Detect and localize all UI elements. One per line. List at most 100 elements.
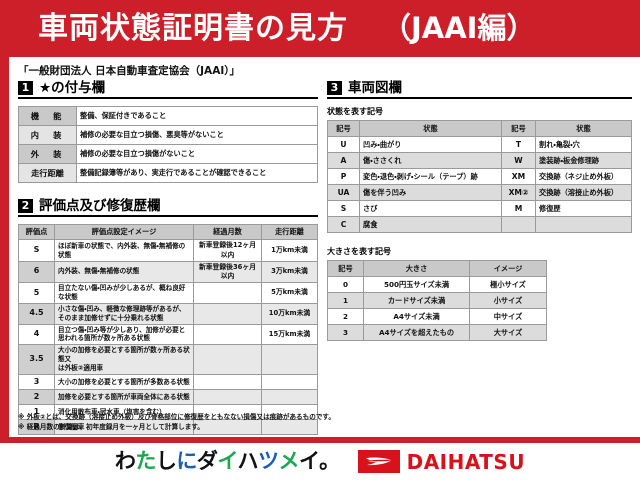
section-2-badge: 2 <box>18 199 33 214</box>
condition-symbols-table: 記号 状態 記号 状態 U 凹み・曲がり T 割れ・亀裂・穴 A 傷・ささくれ <box>327 120 632 234</box>
table-row: S さび M 修復歴 <box>327 200 632 218</box>
col-header-state-left: 状態 <box>359 120 502 138</box>
eval-desc: ほぼ新車の状態で、内外装、無傷・無補修の状態 <box>54 239 194 262</box>
eval-distance: 5万km未満 <box>261 282 318 304</box>
col-header-size: 大きさ <box>363 260 470 278</box>
footer: わたしにダイハツメイ。 DAIHATSU <box>0 443 640 480</box>
eval-desc: 大小の加修を必要とする箇所が数ヶ所ある状態又 は外板②適用車 <box>54 344 194 376</box>
table-row: 4 目立つ傷・凹み等が少しあり、加修が必要と 思われる箇所が数ヶ所ある状態 15… <box>18 323 318 346</box>
eval-point: R <box>18 419 55 436</box>
section-2-title: 評価点及び修復歴欄 <box>39 198 161 215</box>
condition-code-right: XM <box>501 168 536 186</box>
star-row-label: 内 装 <box>18 125 77 146</box>
table-row: 3 A4サイズを超えたもの 大サイズ <box>327 324 547 342</box>
condition-code-right: W <box>501 152 536 170</box>
star-row-label: 走行距離 <box>18 163 77 184</box>
size-image: 極小サイズ <box>469 276 547 294</box>
section-1-heading: 1 ★の付与欄 <box>18 80 318 100</box>
condition-state-left: 傷・ささくれ <box>359 152 502 170</box>
eval-point: 4.5 <box>18 302 55 325</box>
right-column: 3 車両図欄 状態を表す記号 記号 状態 記号 状態 U 凹み・曲がり T <box>327 80 632 342</box>
table-row: 0 500円玉サイズ未満 極小サイズ <box>327 276 547 294</box>
condition-state-left: 傷を伴う凹み <box>359 184 502 202</box>
table-row: 機 能 整備、保証付きであること <box>18 106 318 127</box>
col-header-distance: 走行距離 <box>261 224 318 241</box>
eval-point: 6 <box>18 260 55 284</box>
section-3-heading: 3 車両図欄 <box>327 80 632 100</box>
size-value: カードサイズ未満 <box>363 292 470 310</box>
table-row: 6 内外装、無傷・無補修の状態 新車登録後36ヶ月以内 3万km未満 <box>18 260 318 284</box>
title-banner: 車両状態証明書の見方 （JAAI編） <box>0 0 640 57</box>
table-row: S ほぼ新車の状態で、内外装、無傷・無補修の状態 新車登録後12ヶ月以内 1万k… <box>18 239 318 262</box>
condition-code-right: XM② <box>501 184 536 202</box>
condition-state-right: 交換跡（ネジ止め外板） <box>535 168 632 186</box>
star-row-label: 機 能 <box>18 106 77 127</box>
table-row: 2 A4サイズ未満 中サイズ <box>327 308 547 326</box>
bottom-red-rule <box>0 437 640 443</box>
table-row: A 傷・ささくれ W 塗装跡・板金修理跡 <box>327 152 632 170</box>
col-header-code-left: 記号 <box>327 120 360 138</box>
col-header-desc: 評価点設定イメージ <box>54 224 194 241</box>
condition-code-right <box>501 216 536 234</box>
eval-desc: 大小の加修を必要とする箇所が多数ある状態 <box>54 374 194 391</box>
size-image: 小サイズ <box>469 292 547 310</box>
condition-code-left: C <box>327 216 360 234</box>
left-red-stripe <box>0 57 9 443</box>
eval-months <box>193 389 262 406</box>
tagline-char: 。 <box>319 449 340 473</box>
star-row-text: 整備記録簿等があり、実走行であることが確認できること <box>76 163 318 184</box>
section-3-badge: 3 <box>327 81 342 96</box>
condition-symbols-label: 状態を表す記号 <box>327 107 383 117</box>
condition-state-right: 交換跡（溶接止め外板） <box>535 184 632 202</box>
eval-months <box>193 374 262 391</box>
eval-distance: 15万km未満 <box>261 323 318 346</box>
table-row: 3.5 大小の加修を必要とする箇所が数ヶ所ある状態又 は外板②適用車 <box>18 344 318 376</box>
table-row: 外 装 補修の必要な目立つ損傷がないこと <box>18 144 318 165</box>
eval-distance <box>261 404 318 421</box>
col-header-state-right: 状態 <box>535 120 632 138</box>
section-1-badge: 1 <box>18 81 33 96</box>
eval-months <box>193 282 262 304</box>
condition-state-left: さび <box>359 200 502 218</box>
star-criteria-table: 機 能 整備、保証付きであること 内 装 補修の必要な目立つ損傷、悪臭等がないこ… <box>18 106 318 184</box>
tagline-char: ツ <box>258 449 279 473</box>
page-title-suffix: （JAAI編） <box>382 11 536 45</box>
condition-state-right: 塗装跡・板金修理跡 <box>535 152 632 170</box>
page-title: 車両状態証明書の見方 <box>38 10 348 46</box>
section-1-title: ★の付与欄 <box>39 80 106 96</box>
table-row: 5 目立たない傷・凹みが少しあるが、概ね良好な状態 5万km未満 <box>18 282 318 304</box>
size-code: 3 <box>327 324 364 342</box>
size-value: A4サイズを超えたもの <box>363 324 470 342</box>
daihatsu-d-glyph-icon <box>365 457 391 466</box>
condition-state-right: 修復歴 <box>535 200 632 218</box>
eval-point: 4 <box>18 323 55 346</box>
daihatsu-logo: DAIHATSU <box>357 450 525 473</box>
condition-code-right: M <box>501 200 536 218</box>
condition-state-right <box>535 216 632 234</box>
tagline-char: し <box>155 449 177 473</box>
footnotes: ※ 外板②とは、交換跡（溶接止め外板）及び骨格部位に修復歴をともなない損傷又は痕… <box>18 412 335 432</box>
table-row: 内 装 補修の必要な目立つ損傷、悪臭等がないこと <box>18 125 318 146</box>
eval-distance <box>261 344 318 376</box>
condition-state-left: 変色・退色・剥げ・シール（テープ）跡 <box>359 168 502 186</box>
star-row-text: 補修の必要な目立つ損傷、悪臭等がないこと <box>76 125 318 146</box>
tagline-char: イ <box>299 449 320 473</box>
eval-distance: 3万km未満 <box>261 260 318 284</box>
table-row: 3 大小の加修を必要とする箇所が多数ある状態 <box>18 374 318 391</box>
size-symbols-table: 記号 大きさ イメージ 0 500円玉サイズ未満 極小サイズ 1 カードサイズ未… <box>327 260 547 342</box>
condition-code-left: A <box>327 152 360 170</box>
col-header-size-image: イメージ <box>469 260 547 278</box>
brand-tagline: わたしにダイハツメイ。 <box>115 451 340 472</box>
section-3-title: 車両図欄 <box>348 80 402 96</box>
star-row-text: 整備、保証付きであること <box>76 106 318 127</box>
col-header-size-code: 記号 <box>327 260 364 278</box>
table-row: 走行距離 整備記録簿等があり、実走行であることが確認できること <box>18 163 318 184</box>
eval-distance <box>261 419 318 436</box>
condition-code-right: T <box>501 136 536 154</box>
table-row: P 変色・退色・剥げ・シール（テープ）跡 XM 交換跡（ネジ止め外板） <box>327 168 632 186</box>
star-row-label: 外 装 <box>18 144 77 165</box>
condition-code-left: S <box>327 200 360 218</box>
condition-state-left: 腐食 <box>359 216 502 234</box>
eval-distance <box>261 389 318 406</box>
